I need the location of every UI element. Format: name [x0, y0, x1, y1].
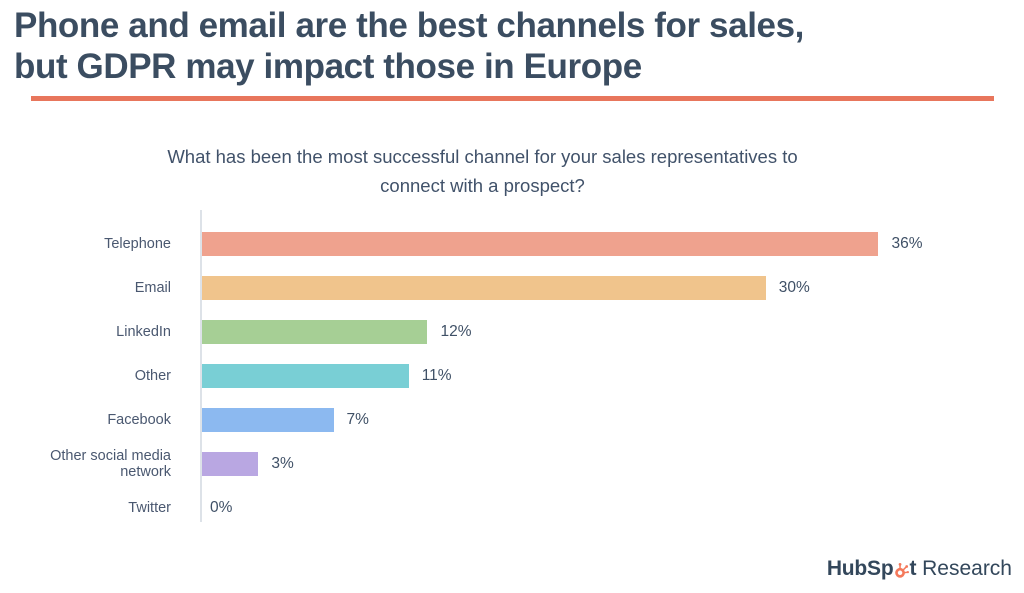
bar-telephone [202, 232, 879, 257]
bar-other-social-media-network [202, 452, 259, 477]
bar-track-other-social-media-network: 3% [202, 452, 1010, 477]
category-label-twitter: Twitter [128, 500, 171, 517]
bar-row-other-social-media-network: Other social media network 3% [0, 442, 1010, 486]
bar-row-twitter: Twitter 0% [0, 486, 1010, 530]
bar-linkedin [202, 320, 428, 345]
bar-row-other: Other 11% [0, 354, 1010, 398]
category-label-email: Email [134, 280, 171, 297]
bar-row-facebook: Facebook 7% [0, 398, 1010, 442]
category-label-other-social-media-network: Other social media network [50, 448, 171, 481]
value-label-other: 11% [421, 367, 452, 385]
hubspot-research-logo: HubSp t Research [827, 557, 1012, 581]
bar-row-email: Email 30% [0, 266, 1010, 310]
category-label-telephone: Telephone [104, 236, 171, 253]
page-title: Phone and email are the best channels fo… [14, 6, 1024, 88]
value-label-twitter: 0% [210, 499, 233, 517]
bar-track-email: 30% [202, 276, 1010, 301]
accent-divider [30, 95, 994, 101]
bar-track-twitter: 0% [202, 496, 1010, 520]
page-title-line1: Phone and email are the best channels fo… [14, 6, 804, 45]
category-label-linkedin: LinkedIn [116, 324, 171, 341]
bar-other [202, 364, 409, 389]
value-label-linkedin: 12% [440, 323, 472, 341]
value-label-email: 30% [778, 279, 810, 297]
bar-track-linkedin: 12% [202, 320, 1010, 345]
bar-row-telephone: Telephone 36% [0, 222, 1010, 266]
bar-facebook [202, 408, 334, 433]
bar-track-facebook: 7% [202, 408, 1010, 433]
bar-chart: Telephone 36% Email 30% LinkedIn 12% Other 11% F… [0, 210, 1010, 530]
value-label-facebook: 7% [346, 411, 369, 429]
page-title-line2: but GDPR may impact those in Europe [14, 46, 642, 86]
bar-row-linkedin: LinkedIn 12% [0, 310, 1010, 354]
chart-question-line2: connect with a prospect? [380, 174, 585, 196]
bar-track-other: 11% [202, 364, 1010, 389]
bar-email [202, 276, 766, 301]
category-label-facebook: Facebook [107, 412, 171, 429]
y-axis-line [200, 210, 202, 523]
hubspot-sprocket-icon [894, 561, 909, 578]
chart-question-line1: What has been the most successful channe… [167, 145, 798, 167]
value-label-other-social-media-network: 3% [271, 455, 294, 473]
category-label-other: Other [134, 368, 171, 385]
brand-text-t: t [909, 557, 917, 580]
value-label-telephone: 36% [891, 235, 923, 253]
bar-track-telephone: 36% [202, 232, 1010, 257]
chart-question: What has been the most successful channe… [0, 143, 965, 200]
bar-rows: Telephone 36% Email 30% LinkedIn 12% Other 11% F… [0, 222, 1010, 530]
header: Phone and email are the best channels fo… [0, 0, 1024, 88]
brand-text-hubsp: HubSp [826, 557, 894, 580]
brand-text-research: Research [916, 557, 1012, 580]
